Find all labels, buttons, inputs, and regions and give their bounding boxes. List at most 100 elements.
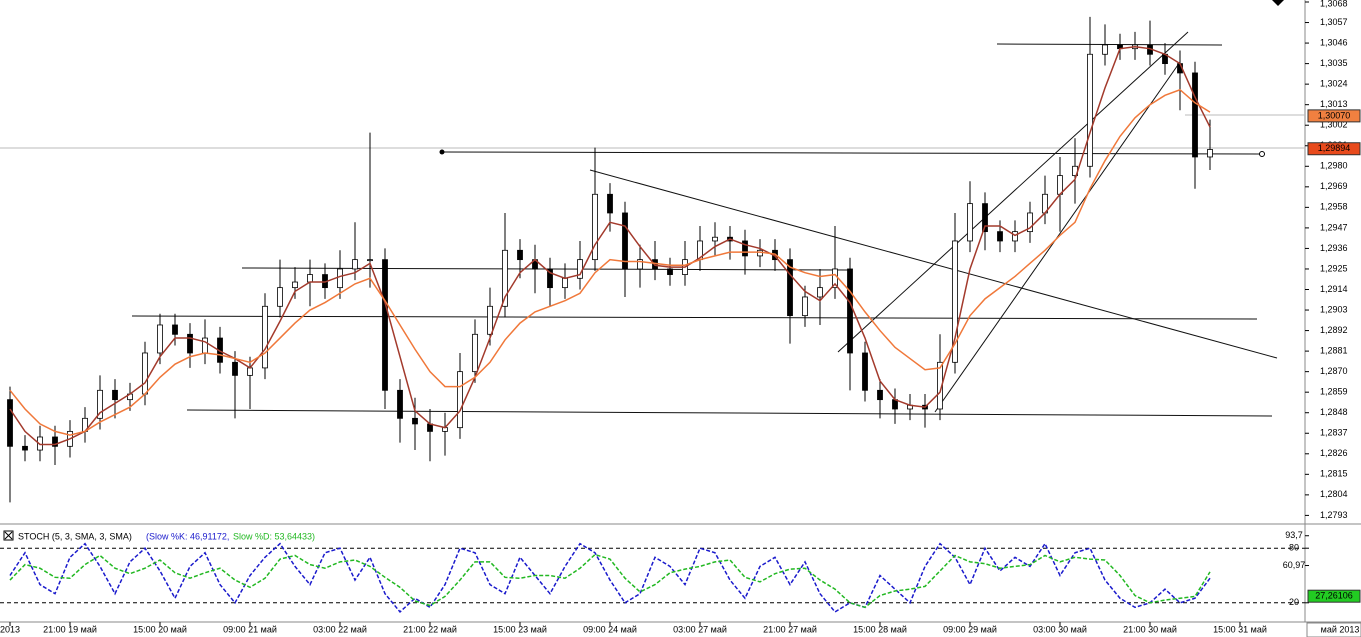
candle-body — [817, 287, 823, 298]
y-tick-label: 1,2815 — [1320, 469, 1348, 479]
candle-body — [202, 337, 208, 354]
x-tick-label: 15:00 31 май — [1213, 624, 1267, 634]
candle-body — [622, 212, 628, 270]
candle-body — [232, 361, 238, 376]
y-tick-label: 80 — [1289, 543, 1299, 553]
marker — [1272, 0, 1284, 6]
candle-body — [997, 231, 1003, 242]
trend-line — [441, 151, 1263, 155]
candle-body — [502, 249, 508, 307]
y-tick-label: 1,2881 — [1320, 345, 1348, 355]
series-line — [9, 553, 1211, 609]
price-tag — [1307, 109, 1361, 123]
y-tick-label: 20 — [1289, 597, 1299, 607]
candle-body — [142, 352, 148, 395]
y-tick-label: 1,3024 — [1320, 79, 1348, 89]
x-tick-label: 15:00 23 май — [493, 624, 547, 634]
candle-body — [382, 259, 388, 391]
candle-body — [187, 333, 193, 354]
candle-body — [637, 259, 643, 270]
candle-body — [172, 324, 178, 335]
candle-body — [877, 389, 883, 401]
y-tick-label: 1,2793 — [1320, 510, 1348, 520]
y-tick-label: 1,3046 — [1320, 37, 1348, 47]
candle-body — [982, 203, 988, 233]
price-tag — [1307, 142, 1361, 156]
candle-body — [1207, 149, 1213, 158]
candle-body — [277, 287, 283, 307]
y-tick-label: 1,3057 — [1320, 17, 1348, 27]
candle-body — [487, 305, 493, 335]
candle-body — [592, 193, 598, 261]
y-tick-label: 1,2925 — [1320, 263, 1348, 273]
candle-body — [517, 249, 523, 261]
candle-body — [952, 240, 958, 363]
y-tick-label: 1,2947 — [1320, 222, 1348, 232]
series-line — [9, 46, 1211, 446]
candle-body — [472, 333, 478, 373]
x-tick-label: 21:00 30 май — [1123, 624, 1177, 634]
x-tick-label: 2013 — [0, 624, 20, 634]
candle-body — [1102, 44, 1108, 55]
x-tick-label: 21:00 19 май — [43, 624, 97, 634]
series-line — [9, 542, 1211, 613]
x-tick-label: 03:00 22 май — [313, 624, 367, 634]
candle-body — [262, 305, 268, 369]
series-line — [9, 88, 1211, 436]
y-tick-label: 1,2870 — [1320, 366, 1348, 376]
y-tick-label: 60,97 — [1283, 560, 1306, 570]
period-box — [1306, 622, 1361, 637]
anchor — [1259, 151, 1265, 157]
candle-body — [1012, 231, 1018, 242]
candle-body — [967, 203, 973, 242]
channel-line — [837, 31, 1189, 353]
period-label: май 2013 — [1321, 624, 1360, 634]
x-tick-label: 03:00 27 май — [673, 624, 727, 634]
y-tick-label: 1,2826 — [1320, 448, 1348, 458]
x-tick-label: 09:00 24 май — [583, 624, 637, 634]
y-tick-label: 1,3035 — [1320, 58, 1348, 68]
x-tick-label: 15:00 28 май — [853, 624, 907, 634]
candle-body — [7, 399, 13, 447]
y-tick-label: 1,2837 — [1320, 428, 1348, 438]
y-tick-label: 1,2936 — [1320, 243, 1348, 253]
candle-body — [457, 371, 463, 429]
indicator-title: STOCH (5, 3, SMA, 3, SMA) — [18, 531, 132, 541]
candle-body — [157, 324, 163, 354]
checkbox-mark — [4, 531, 13, 540]
candle-body — [607, 193, 613, 214]
candle-body — [337, 268, 343, 289]
candle-body — [712, 236, 718, 242]
candle-body — [307, 274, 313, 283]
candle-body — [547, 268, 553, 289]
y-tick-label: 1,2980 — [1320, 161, 1348, 171]
indicator-k: (Slow %K: 46,91172, — [146, 531, 229, 541]
candle-body — [112, 389, 118, 401]
price-tag-label: 1,29894 — [1318, 143, 1351, 153]
y-tick-label: 1,2859 — [1320, 387, 1348, 397]
price-tag-label: 1,30070 — [1318, 110, 1351, 120]
x-tick-label: 09:00 21 май — [223, 624, 277, 634]
candle-body — [97, 389, 103, 419]
x-tick-label: 03:00 30 май — [1033, 624, 1087, 634]
y-tick-label: 1,2914 — [1320, 284, 1348, 294]
indicator-tag-label: 27,26106 — [1315, 591, 1353, 601]
y-tick-label: 1,3002 — [1320, 120, 1348, 130]
candle-body — [862, 352, 868, 391]
y-tick-label: 93,7 — [1285, 530, 1303, 540]
candle-body — [367, 259, 373, 262]
trend-line — [589, 169, 1278, 359]
y-tick-label: 1,3013 — [1320, 99, 1348, 109]
candle-body — [742, 240, 748, 257]
y-tick-label: 1,2848 — [1320, 407, 1348, 417]
candle-body — [1192, 72, 1198, 158]
candle-body — [52, 436, 58, 447]
y-tick-label: 1,2969 — [1320, 181, 1348, 191]
x-tick-label: 21:00 27 май — [763, 624, 817, 634]
y-tick-label: 1,2892 — [1320, 325, 1348, 335]
trend-line — [186, 409, 1273, 417]
trend-line — [131, 315, 1258, 320]
candle-body — [292, 281, 298, 289]
anchor — [439, 149, 445, 155]
